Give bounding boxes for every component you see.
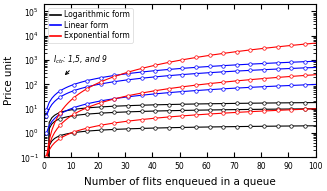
Y-axis label: Price unit: Price unit bbox=[4, 56, 14, 105]
X-axis label: Number of flits enqueued in a queue: Number of flits enqueued in a queue bbox=[84, 177, 276, 187]
Legend: Logarithmic form, Linear form, Exponential form: Logarithmic form, Linear form, Exponenti… bbox=[47, 8, 132, 43]
Text: $I_{ctr}$: 1,5, and 9: $I_{ctr}$: 1,5, and 9 bbox=[53, 53, 108, 74]
